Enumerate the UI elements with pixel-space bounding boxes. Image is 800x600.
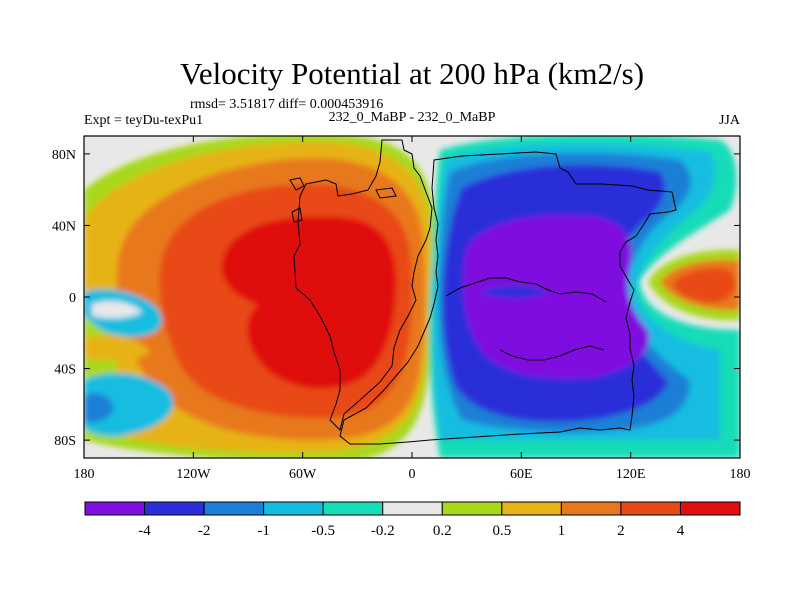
contour-pos-4: [221, 216, 397, 389]
x-tick-label: 60W: [289, 467, 317, 482]
continent-east-outline: [339, 151, 677, 445]
colorbar-swatch: [560, 501, 622, 516]
x-tick-label: 180: [74, 467, 95, 482]
filled-contours: [84, 136, 740, 458]
colorbar-level-label: 2: [617, 523, 625, 539]
colorbar-swatch: [322, 501, 384, 516]
colorbar-level-label: -1: [257, 523, 270, 539]
colorbar-level-label: 0.2: [433, 523, 452, 539]
island-detail-1: [289, 177, 305, 191]
island-detail-3: [291, 207, 303, 223]
x-tick-label: 0: [409, 467, 416, 482]
contour-left-southwest-neg: [84, 373, 174, 437]
colorbar-swatch: [263, 501, 324, 516]
colorbar-swatch: [84, 501, 146, 516]
contour-left-gray-strip: [92, 301, 142, 319]
colorbar-level-label: 4: [677, 523, 685, 539]
x-tick-label: 120W: [176, 467, 211, 482]
colorbar-swatch: [203, 501, 265, 516]
rmsd-diff-stats: rmsd= 3.51817 diff= 0.000453916: [190, 97, 383, 112]
y-tick-label: 80N: [52, 148, 76, 163]
colorbar-swatch: [382, 501, 443, 516]
contour-right-pos-4: [672, 268, 736, 303]
colorbar-level-label: -0.5: [311, 523, 335, 539]
contour-field: [84, 136, 740, 458]
colorbar-level-label: -0.2: [371, 523, 395, 539]
colorbar-swatch: [679, 501, 741, 516]
colorbar: -4 -2 -1 -0.5 -0.2 0.2 0.5 1 2 4: [84, 501, 741, 539]
continent-west-outline: [293, 139, 433, 431]
colorbar-level-label: -4: [138, 523, 151, 539]
chart-title: Velocity Potential at 200 hPa (km2/s): [180, 56, 644, 91]
island-detail-2: [375, 187, 397, 199]
contour-neg-4: [463, 215, 650, 380]
contour-left-south-pos: [84, 334, 150, 361]
coast-detail-2: [499, 345, 605, 361]
contour-left-southwest-neg-1: [84, 393, 114, 423]
colorbar-swatch: [501, 501, 562, 516]
colorbar-level-label: 0.5: [492, 523, 511, 539]
y-tick-label: 40S: [54, 363, 76, 378]
experiment-label: Expt = teyDu-texPu1: [84, 113, 203, 128]
y-tick-label: 40N: [52, 219, 76, 234]
x-tick-label: 60E: [510, 467, 533, 482]
continent-outlines: [289, 139, 677, 445]
coast-detail-1: [445, 277, 607, 303]
y-tick-label: 0: [69, 291, 76, 306]
colorbar-swatch: [620, 501, 681, 516]
colorbar-level-label: 1: [558, 523, 566, 539]
contour-equator-blue-band: [480, 286, 548, 298]
season-label: JJA: [719, 113, 741, 128]
case-label: 232_0_MaBP - 232_0_MaBP: [329, 110, 496, 125]
axis-ticks: 180 120W 60W 0 60E 120E 180 80N 40N 0 40S 80S: [52, 136, 751, 482]
colorbar-level-label: -2: [198, 523, 211, 539]
colorbar-swatch: [441, 501, 503, 516]
colorbar-swatch: [144, 501, 205, 516]
x-tick-label: 180: [730, 467, 751, 482]
x-tick-label: 120E: [616, 467, 646, 482]
y-tick-label: 80S: [54, 434, 76, 449]
